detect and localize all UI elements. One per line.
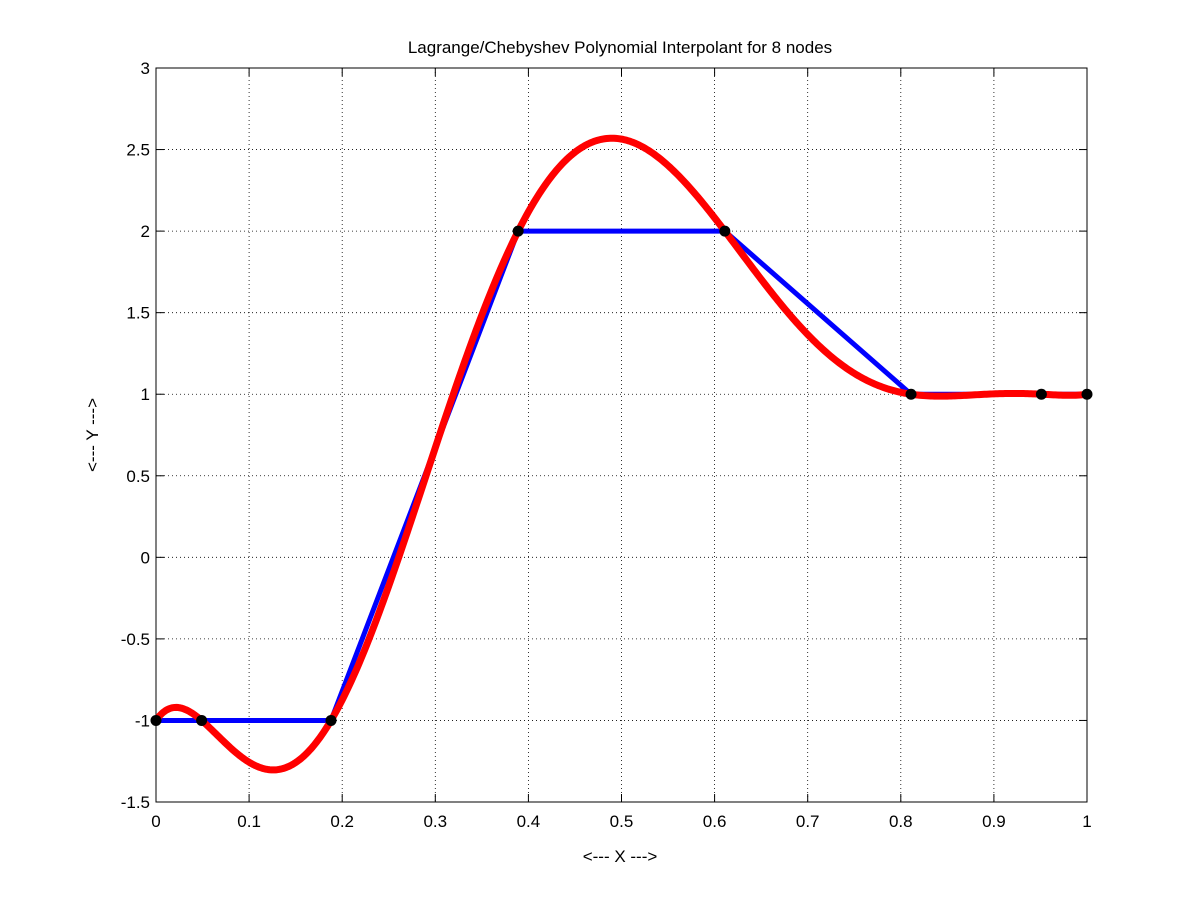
y-tick-label: 1.5 <box>126 304 150 323</box>
y-axis-label: <--- Y ---> <box>83 398 102 472</box>
y-tick-label: 0.5 <box>126 467 150 486</box>
plot-frame <box>155 67 1088 803</box>
series-line-interpolant <box>152 134 1091 774</box>
node-point <box>1081 388 1093 400</box>
node-markers <box>150 225 1093 726</box>
node-point <box>196 714 208 726</box>
x-tick-label: 0.5 <box>610 812 634 831</box>
chart-title: Lagrange/Chebyshev Polynomial Interpolan… <box>408 38 832 57</box>
y-tick-label: 2.5 <box>126 141 150 160</box>
series-layer <box>152 134 1091 774</box>
y-tick-label: 3 <box>141 59 150 78</box>
node-point <box>150 714 162 726</box>
x-tick-label: 1 <box>1082 812 1091 831</box>
x-tick-label: 0.9 <box>982 812 1006 831</box>
node-point <box>325 714 337 726</box>
x-tick-label: 0.4 <box>517 812 541 831</box>
x-tick-label: 0 <box>151 812 160 831</box>
y-tick-label: 0 <box>141 548 150 567</box>
x-tick-label: 0.6 <box>703 812 727 831</box>
x-tick-label: 0.3 <box>423 812 447 831</box>
x-axis-label: <--- X ---> <box>583 847 658 866</box>
y-tick-label: 1 <box>141 385 150 404</box>
x-tick-label: 0.8 <box>889 812 913 831</box>
node-point <box>905 388 917 400</box>
x-tick-label: 0.1 <box>237 812 261 831</box>
y-tick-label: 2 <box>141 222 150 241</box>
y-tick-label: -1.5 <box>121 793 150 812</box>
x-tick-label: 0.7 <box>796 812 820 831</box>
x-tick-label: 0.2 <box>330 812 354 831</box>
grid <box>156 68 1087 802</box>
y-tick-label: -0.5 <box>121 630 150 649</box>
axis-ticks: 0 0.1 0.2 0.3 0.4 0.5 0.6 0.7 0.8 0.9 1 -1.5 -1 -0.5 0… <box>121 59 1092 831</box>
y-tick-label: -1 <box>135 711 150 730</box>
node-point <box>512 225 524 237</box>
node-point <box>719 225 731 237</box>
node-point <box>1035 388 1047 400</box>
